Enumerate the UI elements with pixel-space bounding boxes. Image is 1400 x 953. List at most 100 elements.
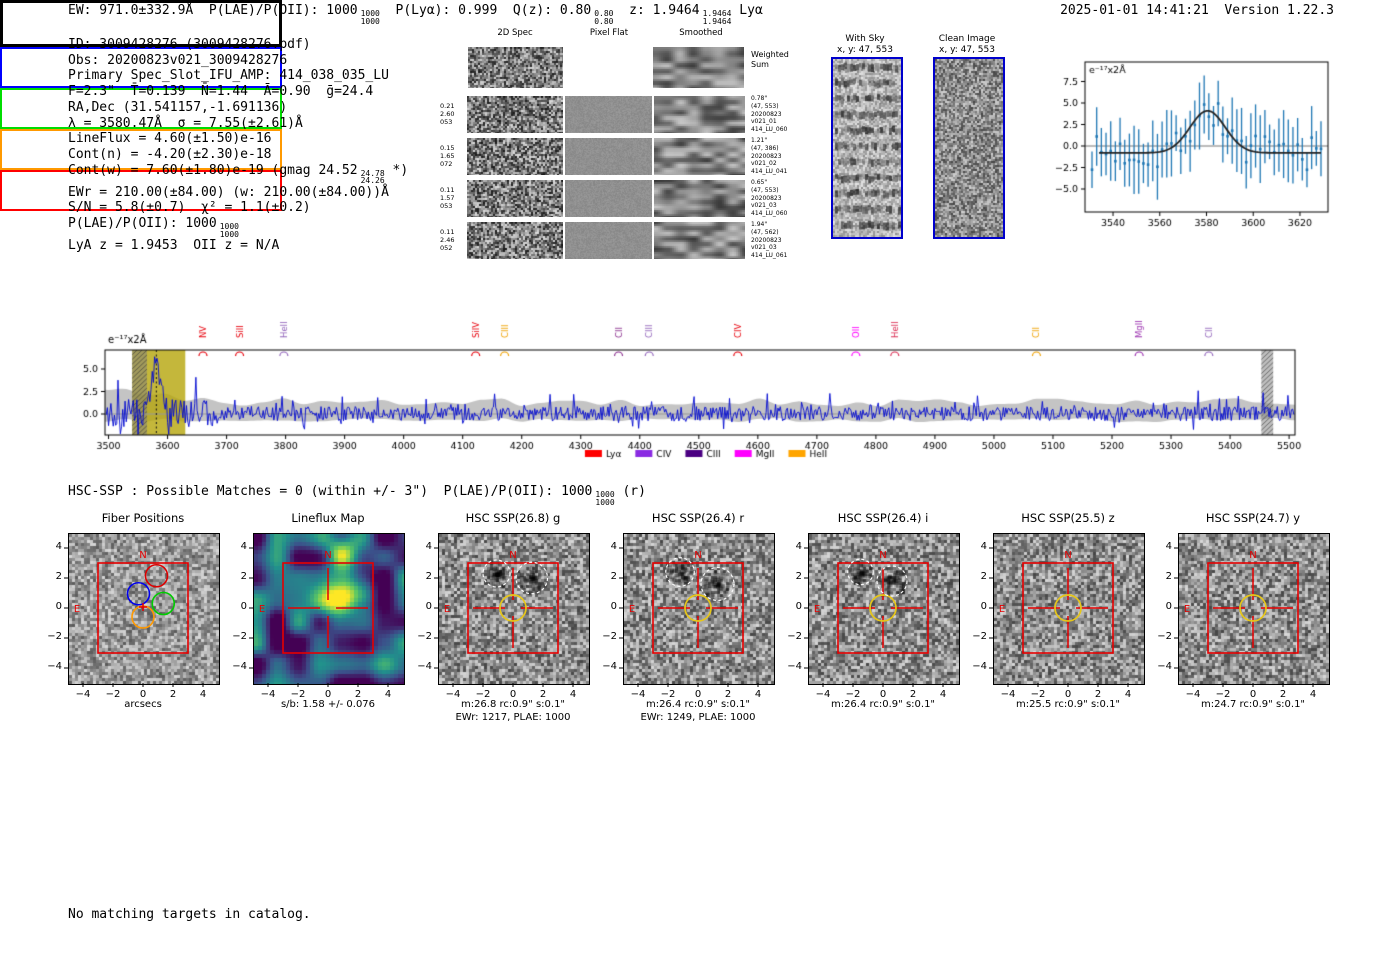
spec2d-row-right-labels: 1.94" (47, 562) 20200823 v021_03 414_LU_061	[751, 221, 788, 260]
text-segment: P(LAE)/P(OII): 1000	[208, 3, 358, 18]
x-tick-label: 4	[1309, 689, 1317, 700]
text-segment: Obs: 20200823v021_3009428276	[68, 52, 288, 68]
spec2d-cell-smoothed	[654, 180, 745, 217]
x-tick-label: −4	[75, 689, 91, 700]
y-tick-label: 2	[55, 571, 62, 582]
spec2d-cell-pixelflat	[565, 138, 652, 175]
cutout-caption-1: arcsecs	[124, 699, 162, 710]
info-line: P(LAE)/P(OII): 1000 1000 1000	[68, 216, 408, 238]
footer-line-1: No matching targets in catalog.	[68, 907, 311, 923]
y-tick-label: −2	[972, 631, 987, 642]
x-tick-label: −4	[445, 689, 461, 700]
compass-north-label: N	[509, 550, 516, 561]
y-tick-label: 0	[55, 601, 62, 612]
cutout-overlay: NE	[804, 547, 944, 687]
compass-north-label: N	[324, 550, 331, 561]
footer-note: No matching targets in catalog. Row inte…	[68, 876, 311, 953]
cutout-image-5	[808, 533, 960, 685]
info-line: LineFlux = 4.60(±1.50)e-16	[68, 131, 408, 147]
spec2d-cell-2dspec	[467, 138, 563, 175]
text-segment: P(LAE)/P(OII): 1000	[68, 216, 217, 232]
compass-east-label: E	[629, 604, 635, 615]
cutout-title: HSC SSP(25.5) z	[1021, 511, 1115, 525]
cutout-overlay: NE	[434, 547, 574, 687]
x-tick-label: 4	[939, 689, 947, 700]
cutout-title: Fiber Positions	[101, 511, 185, 525]
x-tick-label: 2	[724, 689, 732, 700]
y-tick-label: 0	[1165, 601, 1172, 612]
compass-east-label: E	[814, 604, 820, 615]
header-summary: EW: 971.0±332.9Å P(LAE)/P(OII): 1000 1000…	[68, 3, 763, 25]
info-block: ID: 3009428276 (3009428276.pdf) Obs: 2020…	[68, 37, 408, 254]
x-tick-label: 0	[139, 689, 147, 700]
extent-box	[282, 562, 374, 654]
cutout-caption-2: EWr: 1217, PLAE: 1000	[455, 712, 571, 723]
x-tick-label: 4	[754, 689, 762, 700]
info-line: Obs: 20200823v021_3009428276	[68, 53, 408, 69]
cutout-overlay: NE	[249, 547, 389, 687]
compass-east-label: E	[74, 604, 80, 615]
text-segment: EWr = 210.00(±84.00) (w: 210.00(±84.00))…	[68, 184, 389, 200]
cutout-image-7	[1178, 533, 1330, 685]
cutout-caption-2: EWr: 1249, PLAE: 1000	[640, 712, 756, 723]
cutout-caption-1: m:26.4 rc:0.9" s:0.1"	[645, 699, 751, 710]
text-segment: ID: 3009428276 (3009428276.pdf)	[68, 37, 311, 52]
spec2d-weighted-2dspec	[468, 47, 563, 88]
text-segment: LineFlux = 4.60(±1.50)e-16	[68, 131, 272, 147]
text-segment: P(Lyα): 0.999 Q(z): 0.80	[379, 3, 592, 18]
text-segment: Primary Spec_Slot_IFU_AMP: 414_038_035_L…	[68, 68, 389, 84]
source-dashed-circle	[700, 566, 735, 602]
x-tick-label: −2	[475, 689, 491, 700]
fiber-circle	[144, 563, 169, 588]
target-aperture-circle	[684, 594, 712, 622]
cutout-title: HSC SSP(26.4) r	[651, 511, 745, 525]
x-tick-label: −2	[660, 689, 676, 700]
x-tick-label: 2	[909, 689, 917, 700]
x-tick-label: −2	[290, 689, 306, 700]
clean-image	[933, 57, 1005, 239]
spec2d-col-header: Pixel Flat	[589, 28, 629, 38]
cutout-overlay: NE	[64, 547, 204, 687]
spec2d-row-left-labels: 0.15 1.65 072	[440, 144, 455, 168]
x-tick-label: 4	[384, 689, 392, 700]
cutout-image-1	[68, 533, 220, 685]
text-segment: *)	[384, 162, 409, 178]
x-tick-label: −4	[1000, 689, 1016, 700]
y-tick-label: −2	[1157, 631, 1172, 642]
extent-box	[837, 562, 929, 654]
y-tick-label: 0	[240, 601, 247, 612]
spec2d-row-left-labels: 0.21 2.60 053	[440, 102, 455, 126]
y-tick-label: −4	[1157, 661, 1172, 672]
text-segment: EW: 971.0±332.9Å	[68, 3, 209, 18]
spec2d-row-right-labels: 0.78" (47, 553) 20200823 v021_01 414_LU_060	[751, 95, 788, 134]
info-line: LyA z = 1.9453 OII z = N/A	[68, 238, 408, 254]
y-tick-label: −4	[47, 661, 62, 672]
extent-box	[467, 562, 559, 654]
y-tick-label: 2	[980, 571, 987, 582]
spec2d-row-left-labels: 0.11 1.57 053	[440, 186, 455, 210]
x-tick-label: −4	[630, 689, 646, 700]
spec2d-cell-pixelflat	[565, 96, 652, 133]
x-tick-label: −2	[845, 689, 861, 700]
source-dashed-circle	[482, 559, 511, 588]
x-tick-label: −4	[260, 689, 276, 700]
spec2d-row-border	[0, 170, 282, 211]
compass-north-label: N	[694, 550, 701, 561]
spec2d-row-right-labels: 0.65" (47, 553) 20200823 v021_03 414_LU_060	[751, 179, 788, 218]
cutout-caption-1: s/b: 1.58 +/- 0.076	[280, 699, 376, 710]
target-aperture-circle	[1054, 594, 1082, 622]
cutout-caption-1: m:25.5 rc:0.9" s:0.1"	[1015, 699, 1121, 710]
compass-east-label: E	[259, 604, 265, 615]
info-line: EWr = 210.00(±84.00) (w: 210.00(±84.00))…	[68, 185, 408, 201]
extent-box	[652, 562, 744, 654]
info-line: F=2.3" T̄=0.139 N̄=1.44 Ā=0.90 ḡ=24.4	[68, 84, 408, 100]
spec2d-row-right-labels: 1.21" (47, 386) 20200823 v021_02 414_LU_041	[751, 137, 788, 176]
y-tick-label: 4	[55, 541, 62, 552]
y-tick-label: −2	[232, 631, 247, 642]
